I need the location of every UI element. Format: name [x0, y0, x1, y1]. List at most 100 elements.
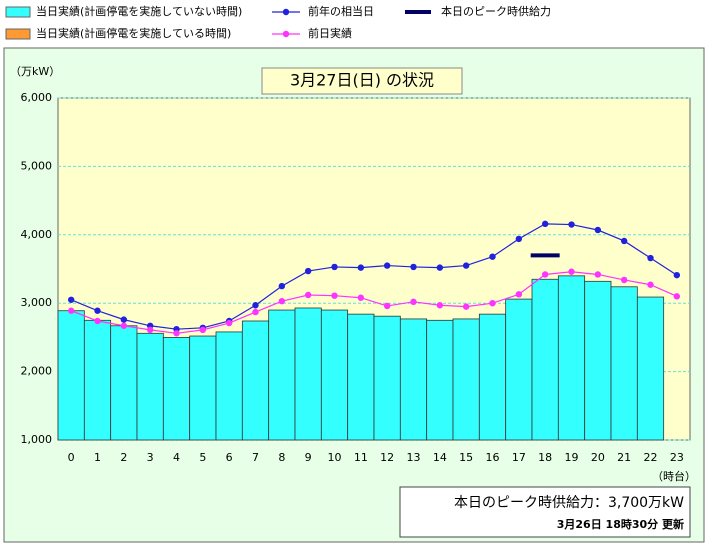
line-marker: [67, 296, 75, 303]
bar: [478, 313, 507, 441]
line-marker: [173, 330, 180, 337]
line-marker: [331, 292, 338, 299]
x-tick-label: 22: [644, 451, 658, 464]
line-marker: [94, 317, 101, 325]
x-tick-label: 6: [226, 451, 233, 464]
bar: [320, 309, 349, 441]
line-marker: [541, 271, 549, 278]
bar: [452, 318, 480, 441]
legend-label: 当日実績(計画停電を実施していない時間): [36, 4, 242, 18]
bar: [110, 325, 138, 441]
bar: [426, 319, 454, 441]
y-tick-label: 1,000: [21, 433, 53, 446]
y-tick-label: 6,000: [21, 91, 53, 104]
legend-label: 前日実績: [308, 26, 352, 40]
line-marker: [541, 220, 549, 228]
line-marker: [357, 264, 365, 271]
line: [70, 223, 678, 330]
legend-swatch: [5, 28, 31, 40]
x-tick-label: 19: [565, 451, 579, 464]
bar: [189, 335, 217, 441]
bar: [83, 319, 112, 441]
line-marker: [120, 316, 128, 323]
x-tick-label: 3: [147, 451, 154, 464]
x-tick-label: 14: [433, 451, 447, 464]
bar: [241, 320, 270, 441]
bar: [636, 296, 665, 441]
x-tick-label: 8: [278, 451, 285, 464]
bar: [399, 318, 428, 441]
bar: [162, 336, 191, 441]
bar: [505, 298, 533, 441]
x-tick-label: 18: [538, 451, 552, 464]
line: [70, 271, 678, 334]
line-marker: [225, 319, 233, 327]
line-marker: [278, 282, 286, 290]
x-tick-label: 17: [512, 451, 526, 464]
line-marker: [67, 307, 75, 314]
legend-marker: [282, 8, 290, 16]
peak-text: 本日のピーク時供給力：3,700万kW: [454, 495, 684, 511]
chart-title: 3月27日(日) の状況: [290, 71, 434, 90]
y-tick-label: 3,000: [21, 296, 53, 309]
line-marker: [278, 297, 286, 305]
info-box: [399, 486, 691, 538]
line-marker: [462, 262, 470, 269]
x-tick-label: 16: [486, 451, 500, 464]
line-marker: [673, 271, 681, 279]
x-tick-label: 9: [305, 451, 312, 464]
line-marker: [515, 235, 523, 243]
x-tick-label: 12: [380, 451, 394, 464]
line-marker: [568, 268, 575, 275]
x-tick-label: 21: [617, 451, 631, 464]
line-marker: [304, 267, 312, 275]
line-marker: [436, 264, 444, 271]
x-tick-label: 15: [459, 451, 473, 464]
line-marker: [673, 293, 681, 300]
line-marker: [252, 302, 259, 309]
legend-marker: [282, 30, 290, 38]
line-marker: [489, 300, 496, 307]
legend-label: 前年の相当日: [308, 4, 374, 18]
x-tick-label: 1: [94, 451, 101, 464]
bar: [610, 286, 638, 441]
y-tick-label: 2,000: [21, 365, 53, 378]
legend-swatch: [5, 6, 31, 18]
y-tick-label: 4,000: [21, 228, 53, 241]
bar: [57, 310, 85, 441]
line-marker: [620, 237, 628, 245]
line-marker: [620, 276, 628, 284]
line-marker: [120, 322, 128, 329]
line-marker: [94, 307, 101, 314]
line-marker: [594, 271, 602, 278]
bar: [557, 275, 586, 441]
x-tick-label: 20: [591, 451, 605, 464]
line-marker: [410, 263, 417, 271]
line-marker: [304, 291, 312, 299]
line-marker: [383, 262, 391, 269]
x-tick-label: 7: [252, 451, 259, 464]
line-marker: [647, 281, 654, 288]
line-marker: [568, 221, 575, 228]
x-tick-label: 4: [173, 451, 180, 464]
bar: [268, 309, 296, 441]
line-marker: [146, 326, 154, 334]
x-tick-label: 0: [68, 451, 75, 464]
bar: [294, 307, 322, 441]
x-tick-label: 23: [670, 451, 684, 464]
bar: [215, 331, 243, 441]
line-marker: [357, 294, 365, 301]
legend-label: 本日のピーク時供給力: [441, 4, 551, 18]
line-marker: [462, 303, 470, 310]
bar: [531, 278, 559, 441]
y-axis-label: （万kW）: [10, 65, 60, 78]
bar: [347, 313, 375, 441]
y-tick-label: 5,000: [21, 159, 53, 172]
x-tick-label: 10: [328, 451, 342, 464]
line-marker: [410, 298, 417, 306]
line-marker: [252, 308, 259, 316]
legend-label: 当日実績(計画停電を実施している時間): [36, 26, 231, 40]
bar: [373, 315, 401, 441]
